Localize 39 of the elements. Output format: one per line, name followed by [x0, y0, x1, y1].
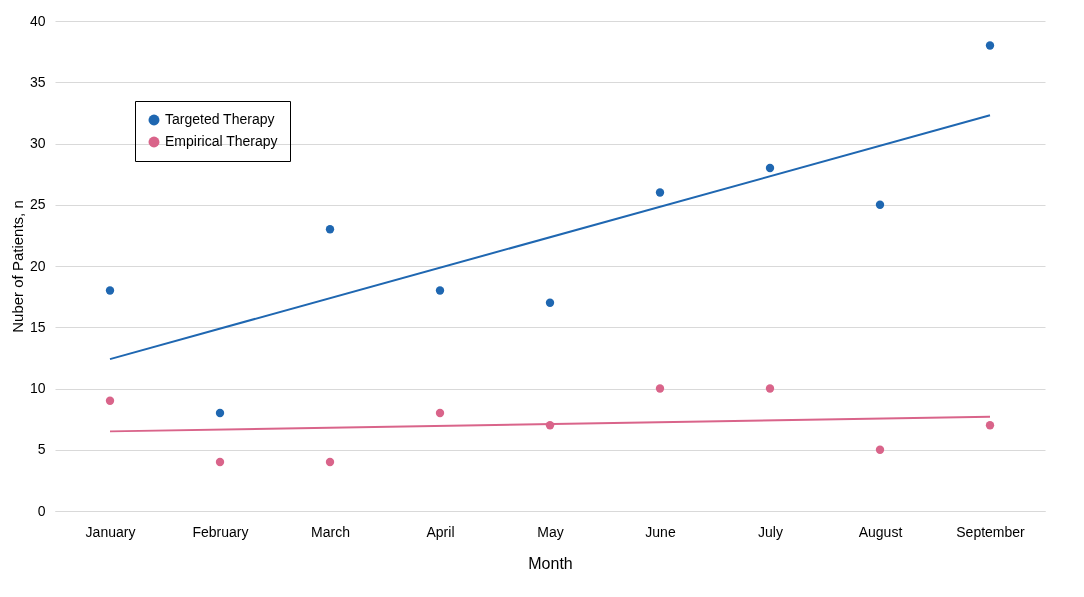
- point: [435, 408, 445, 418]
- point: [325, 457, 335, 467]
- x-axis-title: Month: [528, 554, 573, 572]
- point: [435, 286, 445, 295]
- x-tick-label: March: [311, 523, 350, 540]
- y-tick-label: 15: [29, 318, 46, 335]
- x-tick-label: June: [645, 523, 676, 540]
- point: [985, 41, 995, 50]
- y-axis-title: Nuber of Patients, n: [8, 200, 26, 333]
- y-tick-label: 25: [29, 196, 46, 213]
- y-tick-label: 30: [29, 135, 46, 151]
- point: [325, 225, 335, 234]
- y-tick-label: 5: [37, 441, 46, 458]
- x-tick-label: May: [537, 523, 564, 540]
- point: [985, 421, 995, 430]
- x-tick-label: January: [85, 523, 136, 540]
- y-tick-label: 0: [37, 502, 46, 519]
- point: [545, 298, 555, 307]
- point: [765, 384, 775, 393]
- x-tick-label: September: [956, 523, 1026, 540]
- x-tick-label: February: [192, 523, 249, 540]
- y-tick-label: 20: [29, 257, 46, 274]
- legend-label: Empirical Therapy: [165, 133, 278, 149]
- point: [215, 408, 225, 418]
- point: [875, 445, 885, 454]
- point: [655, 384, 665, 393]
- point: [105, 396, 115, 405]
- x-tick-label: July: [758, 523, 783, 540]
- legend-label: Targeted Therapy: [165, 111, 275, 127]
- point: [105, 286, 115, 295]
- point: [765, 163, 775, 173]
- point: [215, 457, 225, 467]
- y-tick-label: 10: [29, 380, 46, 396]
- x-tick-label: April: [426, 523, 455, 540]
- y-tick-label: 40: [29, 12, 46, 29]
- y-tick-label: 35: [29, 73, 46, 90]
- point: [875, 200, 885, 209]
- x-tick-label: August: [858, 523, 903, 540]
- point: [655, 188, 665, 197]
